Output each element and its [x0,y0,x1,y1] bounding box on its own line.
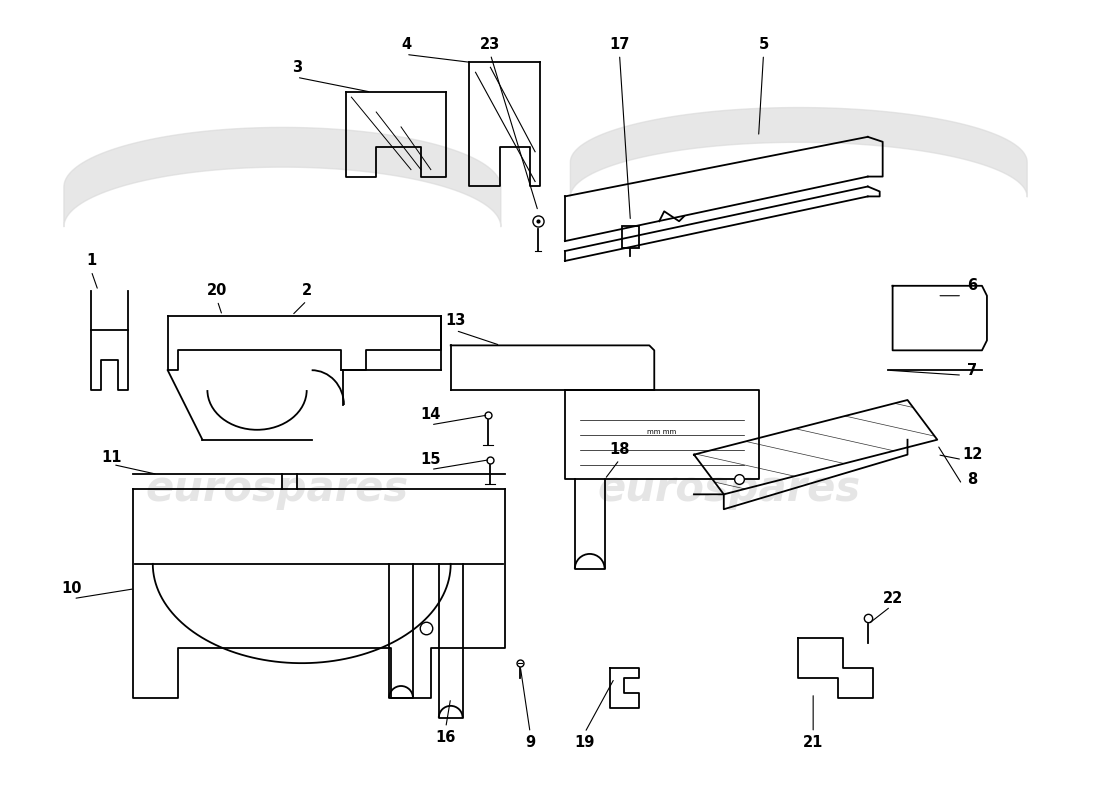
Text: 13: 13 [446,313,465,328]
Text: 10: 10 [62,581,81,596]
Text: 9: 9 [525,735,536,750]
Text: 18: 18 [609,442,630,457]
Text: eurospares: eurospares [145,468,408,510]
Text: 12: 12 [961,447,982,462]
Text: 8: 8 [967,472,977,487]
Text: 20: 20 [207,283,228,298]
Text: 19: 19 [574,735,595,750]
Text: 4: 4 [400,37,411,52]
Text: mm mm: mm mm [647,429,675,434]
Text: 15: 15 [420,452,441,467]
Text: 21: 21 [803,735,823,750]
Text: eurospares: eurospares [597,468,860,510]
Text: 17: 17 [609,37,629,52]
Text: 16: 16 [436,730,455,745]
Text: 14: 14 [420,407,441,422]
Text: 2: 2 [301,283,311,298]
Text: 1: 1 [86,254,97,269]
Bar [621,226,639,248]
Text: 6: 6 [967,278,977,294]
Text: 22: 22 [882,591,903,606]
Text: 11: 11 [101,450,121,465]
Text: 23: 23 [481,37,500,52]
Text: 3: 3 [292,60,301,75]
Text: 7: 7 [967,362,977,378]
Text: 5: 5 [758,37,769,52]
